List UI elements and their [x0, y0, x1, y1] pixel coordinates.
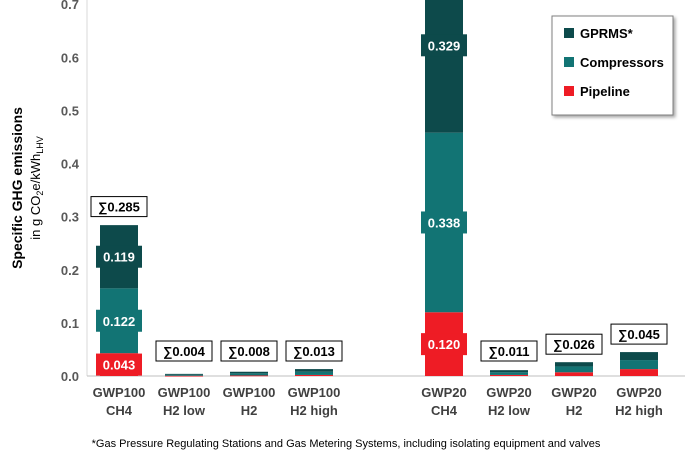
category-label-line2: H2 low [163, 403, 206, 418]
segment-label-bg [96, 353, 142, 376]
total-label: ∑0.045 [618, 327, 660, 342]
category-label-line2: CH4 [106, 403, 133, 418]
category-label-line1: GWP20 [551, 385, 597, 400]
bar-segment-pipeline [490, 374, 528, 376]
bar-segment-pipeline [165, 375, 203, 377]
y-tick-label: 0.7 [61, 0, 79, 12]
y-axis-title-line1: Specific GHG emissions [9, 107, 25, 269]
total-label: ∑0.013 [293, 344, 335, 359]
segment-label-bg [421, 333, 467, 356]
legend-label: Pipeline [580, 84, 630, 99]
total-box [220, 340, 278, 362]
y-tick-label: 0.5 [61, 103, 79, 118]
total-label: ∑0.008 [228, 344, 270, 359]
y-tick-label: 0.0 [61, 369, 79, 384]
total-label: ∑0.011 [488, 344, 529, 359]
bar-segment-pipeline [230, 375, 268, 377]
y-axis-ticks: 0.00.10.20.30.40.50.60.70.8 [61, 0, 80, 384]
bar-segment-gprms [295, 369, 333, 372]
y-tick-label: 0.2 [61, 263, 79, 278]
bar-segment-gprms [230, 371, 268, 374]
segment-value-label: 0.043 [103, 358, 136, 373]
bar-segment-compressors [620, 360, 658, 370]
total-label: ∑0.285 [98, 200, 140, 215]
legend-swatch [564, 86, 574, 96]
category-label-line1: GWP20 [616, 385, 662, 400]
segment-value-label: 0.338 [428, 215, 461, 230]
bar-segment-gprms [165, 373, 203, 375]
category-label-line1: GWP100 [93, 385, 146, 400]
segment-label-bg [421, 211, 467, 234]
bar-segment-compressors [230, 373, 268, 376]
y-tick-label: 0.4 [61, 157, 80, 172]
footnote: *Gas Pressure Regulating Stations and Ga… [92, 438, 601, 450]
bar-segment-compressors [555, 366, 593, 373]
category-label-line1: GWP100 [158, 385, 211, 400]
segment-label-bg [96, 309, 142, 332]
total-labels: ∑0.285∑0.004∑0.008∑0.013∑0.788∑0.011∑0.0… [90, 196, 668, 362]
total-box [155, 340, 213, 362]
segment-labels: 0.043 0.122 0.119 0.120 0.338 0.329 [96, 34, 467, 376]
y-tick-label: 0.3 [61, 210, 79, 225]
legend: GPRMS* Compressors Pipeline [551, 15, 674, 116]
segment-value-label: 0.119 [103, 250, 135, 265]
y-axis-title-line2: in g CO2e/kWhLHV [28, 136, 45, 239]
y-tick-label: 0.1 [61, 316, 79, 331]
total-box [90, 196, 148, 218]
legend-label: Compressors [580, 55, 664, 70]
category-label-line1: GWP100 [288, 385, 341, 400]
legend-label: GPRMS* [580, 26, 634, 41]
bar-segment-gprms [490, 370, 528, 373]
y-axis-title: Specific GHG emissions in g CO2e/kWhLHV [9, 107, 45, 269]
category-label-line1: GWP20 [421, 385, 467, 400]
category-label-line2: H2 high [290, 403, 338, 418]
category-label-line2: H2 high [615, 403, 663, 418]
x-axis-categories: GWP100 CH4 GWP100 H2 low GWP100 H2 GWP100 H2 hi… [93, 385, 663, 418]
total-label: ∑0.026 [553, 337, 595, 352]
total-box [610, 323, 668, 345]
bar-segment-compressors [165, 374, 203, 376]
total-box [545, 333, 603, 355]
segment-label-bg [96, 245, 142, 268]
category-label-line2: H2 [241, 403, 258, 418]
bar-segment-gprms [425, 0, 463, 133]
legend-swatch [564, 28, 574, 38]
bar-segment-pipeline [295, 374, 333, 376]
total-box [285, 340, 343, 362]
bar-segment-compressors [490, 372, 528, 375]
bar-segment-pipeline [620, 369, 658, 376]
category-label-line2: CH4 [431, 403, 458, 418]
segment-value-label: 0.120 [428, 337, 461, 352]
category-label-line2: H2 [566, 403, 583, 418]
segment-value-label: 0.122 [103, 314, 136, 329]
segment-label-bg [421, 34, 467, 57]
category-label-line2: H2 low [488, 403, 531, 418]
category-label-line1: GWP20 [486, 385, 532, 400]
legend-swatch [564, 57, 574, 67]
bar-segment-compressors [295, 371, 333, 375]
category-label-line1: GWP100 [223, 385, 276, 400]
total-box [480, 340, 538, 362]
total-label: ∑0.004 [163, 344, 206, 359]
segment-value-label: 0.329 [428, 38, 461, 53]
y-tick-label: 0.6 [61, 50, 79, 65]
bar-segment-gprms [620, 352, 658, 361]
bar-segment-pipeline [555, 372, 593, 376]
bar-segment-gprms [555, 362, 593, 367]
